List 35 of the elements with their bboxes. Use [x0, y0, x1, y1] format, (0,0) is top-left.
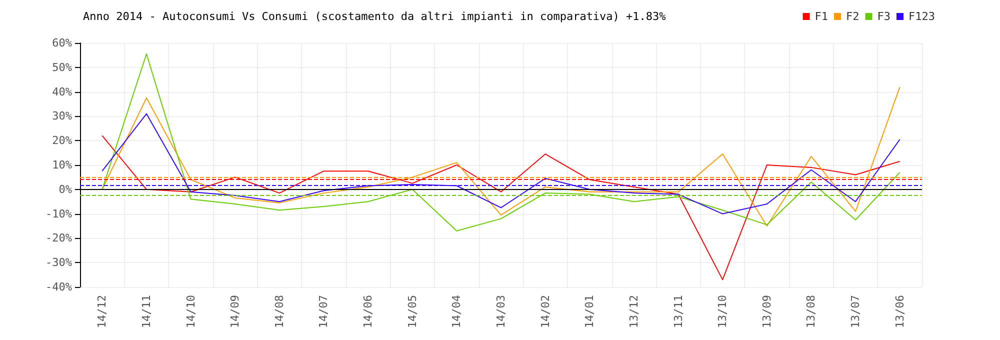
- x-tick-label: 14/02: [538, 295, 552, 328]
- chart-title: Anno 2014 - Autoconsumi Vs Consumi (scostamento da altri impianti in comparativa) +1.83%: [83, 10, 666, 23]
- y-tick-label: 20%: [52, 134, 72, 148]
- x-tick-label: 14/09: [228, 295, 242, 328]
- y-tick-label: -40%: [46, 280, 72, 294]
- x-tick-label: 14/12: [96, 295, 109, 328]
- legend-label: F1: [814, 10, 828, 23]
- legend-label: F3: [877, 10, 891, 23]
- y-tick-label: 50%: [52, 60, 72, 74]
- x-tick-label: 14/01: [583, 295, 596, 328]
- x-tick-label: 14/05: [406, 295, 419, 328]
- x-tick-label: 14/11: [140, 295, 153, 328]
- y-tick-label: 10%: [52, 158, 72, 172]
- x-tick-label: 14/06: [362, 295, 375, 328]
- y-tick-label: 40%: [52, 85, 72, 98]
- legend-label: F123: [908, 10, 936, 23]
- x-tick-label: 13/10: [716, 295, 730, 328]
- x-tick-label: 13/06: [893, 295, 906, 328]
- y-tick-label: -20%: [46, 232, 72, 245]
- x-tick-label: 14/03: [494, 295, 508, 328]
- x-tick-label: 13/09: [760, 295, 774, 328]
- x-tick-label: 13/11: [672, 295, 685, 328]
- x-tick-label: 13/08: [804, 295, 818, 328]
- x-tick-label: 14/08: [272, 295, 286, 328]
- x-tick-label: 14/04: [450, 294, 464, 328]
- y-tick-label: -10%: [46, 207, 72, 220]
- x-tick-label: 14/07: [317, 295, 330, 328]
- y-tick-label: 0%: [58, 182, 72, 196]
- y-tick-label: -30%: [46, 256, 72, 270]
- legend-label: F2: [846, 10, 860, 23]
- y-tick-label: 30%: [52, 110, 72, 123]
- x-tick-label: 13/07: [849, 295, 862, 328]
- x-tick-label: 13/12: [627, 295, 640, 328]
- y-tick-label: 60%: [52, 36, 72, 50]
- x-tick-label: 14/10: [184, 295, 198, 328]
